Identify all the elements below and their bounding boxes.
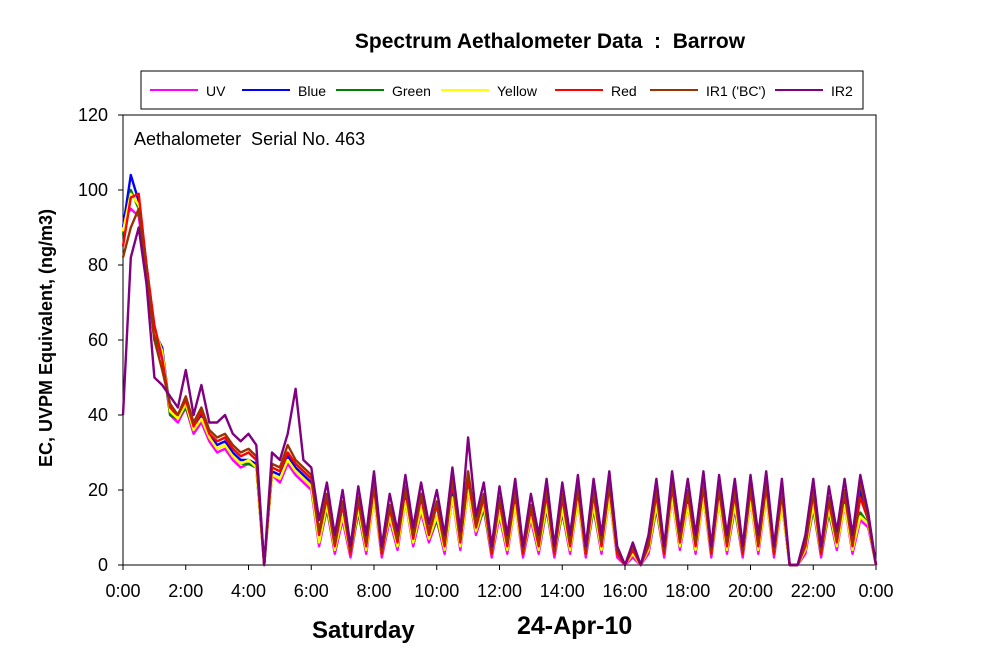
y-tick-label: 120 [78,105,108,125]
x-tick-label: 14:00 [540,581,585,601]
y-tick-label: 40 [88,405,108,425]
y-tick-label: 0 [98,555,108,575]
plot-area [121,114,878,567]
x-tick-label: 22:00 [791,581,836,601]
x-axis-date-label: 24-Apr-10 [517,612,633,640]
x-tick-label: 2:00 [168,581,203,601]
legend-label: IR1 ('BC') [706,83,766,99]
x-tick-label: 0:00 [105,581,140,601]
legend-label: UV [206,83,226,99]
x-tick-label: 10:00 [414,581,459,601]
series-line-ir2 [121,226,878,567]
legend-label: Red [611,83,637,99]
series-line-yellow [121,192,878,567]
x-tick-label: 6:00 [294,581,329,601]
y-axis-label: EC, UVPM Equivalent, (ng/m3) [36,209,56,467]
chart-title: Spectrum Aethalometer Data : Barrow [354,30,746,53]
y-tick-label: 80 [88,255,108,275]
x-tick-label: 4:00 [231,581,266,601]
legend-label: IR2 [831,83,853,99]
x-tick-label: 12:00 [477,581,522,601]
x-tick-label: 8:00 [356,581,391,601]
x-tick-label: 18:00 [665,581,710,601]
x-tick-label: 20:00 [728,581,773,601]
y-tick-label: 100 [78,180,108,200]
legend: UV Blue Green Yellow Red IR1 ('BC') IR2 [140,70,864,110]
y-tick-label: 20 [88,480,108,500]
y-axis-ticks: 0 20 40 60 80 100 120 [78,105,123,575]
series-line-ir1-bc [121,207,878,567]
series-layer [121,173,878,567]
x-axis-ticks: 0:00 2:00 4:00 6:00 8:00 10:00 12:00 14:00 16:00… [105,565,894,601]
legend-label: Yellow [497,83,538,99]
x-tick-label: 0:00 [858,581,893,601]
legend-label: Green [392,83,431,99]
y-tick-label: 60 [88,330,108,350]
x-tick-label: 16:00 [602,581,647,601]
legend-label: Blue [298,83,326,99]
x-axis-day-label: Saturday [312,617,415,644]
chart-annotation: Aethalometer Serial No. 463 [134,129,365,149]
